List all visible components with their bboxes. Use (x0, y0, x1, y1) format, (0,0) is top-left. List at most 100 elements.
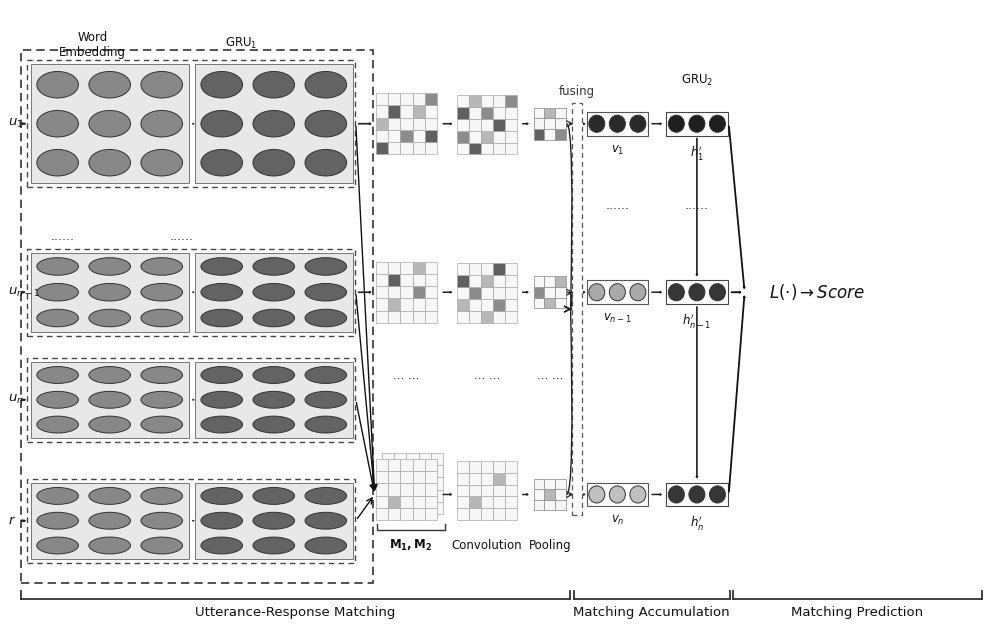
Bar (493, 508, 505, 520)
Text: GRU$_1$: GRU$_1$ (225, 36, 258, 51)
Bar (376, 299, 388, 311)
Ellipse shape (37, 512, 78, 529)
Bar (555, 489, 566, 500)
Ellipse shape (305, 71, 347, 98)
Bar (382, 465, 394, 477)
Bar (481, 107, 493, 119)
Bar (534, 489, 544, 500)
Ellipse shape (89, 512, 130, 529)
Bar (457, 311, 469, 323)
Bar (544, 287, 555, 297)
Bar (400, 484, 413, 496)
Ellipse shape (305, 309, 347, 327)
Bar (457, 107, 469, 119)
Bar (31, 64, 189, 183)
Bar (400, 262, 413, 274)
Bar (425, 286, 437, 299)
Bar (666, 112, 728, 136)
Bar (27, 478, 355, 563)
Ellipse shape (201, 110, 243, 137)
Ellipse shape (89, 416, 130, 433)
Bar (505, 142, 517, 154)
Ellipse shape (609, 115, 625, 132)
Ellipse shape (141, 416, 183, 433)
Bar (195, 253, 353, 332)
Bar (376, 311, 388, 323)
Ellipse shape (609, 486, 625, 503)
Bar (195, 482, 353, 559)
Bar (376, 459, 388, 471)
Bar (544, 297, 555, 308)
Bar (388, 105, 400, 117)
Bar (534, 478, 544, 489)
Bar (555, 119, 566, 129)
Bar (469, 311, 481, 323)
Bar (388, 142, 400, 154)
Bar (425, 142, 437, 154)
Bar (400, 496, 413, 508)
Bar (457, 95, 469, 107)
Bar (534, 108, 544, 119)
Bar (481, 508, 493, 520)
Bar (469, 263, 481, 276)
Bar (505, 484, 517, 496)
Ellipse shape (253, 283, 295, 301)
Bar (27, 60, 355, 187)
Text: $h_n'$: $h_n'$ (690, 514, 704, 532)
Ellipse shape (37, 149, 78, 176)
Ellipse shape (37, 283, 78, 301)
Bar (469, 119, 481, 131)
Ellipse shape (201, 367, 243, 383)
Ellipse shape (141, 110, 183, 137)
Bar (419, 490, 431, 502)
Bar (534, 287, 544, 297)
Bar (481, 461, 493, 473)
Bar (413, 130, 425, 142)
Bar (425, 105, 437, 117)
Bar (481, 131, 493, 142)
Bar (469, 142, 481, 154)
Bar (400, 142, 413, 154)
Bar (544, 489, 555, 500)
Ellipse shape (253, 149, 295, 176)
Ellipse shape (141, 487, 183, 505)
Bar (425, 262, 437, 274)
Bar (505, 131, 517, 142)
Bar (425, 459, 437, 471)
Bar (457, 461, 469, 473)
Ellipse shape (89, 367, 130, 383)
Bar (425, 471, 437, 484)
Text: ......: ...... (605, 198, 629, 212)
Bar (400, 286, 413, 299)
Ellipse shape (141, 537, 183, 554)
Ellipse shape (668, 486, 684, 503)
Text: GRU$_2$: GRU$_2$ (681, 73, 713, 88)
Bar (469, 484, 481, 496)
Bar (413, 274, 425, 286)
Text: ... ...: ... ... (537, 369, 563, 382)
Ellipse shape (253, 416, 295, 433)
Bar (413, 484, 425, 496)
Ellipse shape (201, 487, 243, 505)
Bar (376, 142, 388, 154)
Ellipse shape (37, 367, 78, 383)
Bar (505, 95, 517, 107)
Text: $u_{n-1}$: $u_{n-1}$ (8, 286, 40, 299)
Text: $v_1$: $v_1$ (611, 144, 624, 157)
Ellipse shape (305, 258, 347, 275)
Bar (400, 508, 413, 520)
Bar (469, 496, 481, 508)
Bar (481, 276, 493, 287)
Bar (505, 473, 517, 484)
Bar (425, 508, 437, 520)
Bar (413, 311, 425, 323)
Ellipse shape (37, 416, 78, 433)
Bar (376, 117, 388, 130)
Bar (388, 496, 400, 508)
Ellipse shape (253, 391, 295, 408)
Ellipse shape (89, 391, 130, 408)
Bar (534, 297, 544, 308)
Bar (457, 142, 469, 154)
Bar (27, 358, 355, 442)
Bar (27, 249, 355, 336)
